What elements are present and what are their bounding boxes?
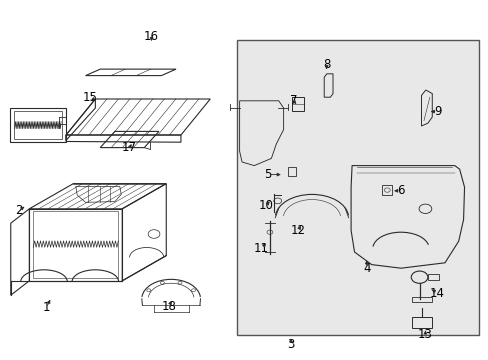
Text: 13: 13: [417, 328, 432, 341]
Text: 18: 18: [161, 300, 176, 312]
Text: 8: 8: [322, 58, 330, 71]
Text: 16: 16: [144, 30, 159, 42]
Text: 2: 2: [15, 204, 22, 217]
Text: 14: 14: [429, 287, 444, 300]
Bar: [14, 111, 62, 139]
Text: 15: 15: [83, 91, 98, 104]
Text: 7: 7: [289, 94, 297, 107]
Text: 1: 1: [42, 301, 50, 314]
Text: 3: 3: [286, 338, 294, 351]
Text: 9: 9: [433, 105, 441, 118]
Text: 6: 6: [396, 184, 404, 197]
Text: 4: 4: [362, 262, 370, 275]
Bar: [291, 97, 304, 111]
Text: 12: 12: [290, 224, 305, 237]
FancyBboxPatch shape: [237, 40, 478, 335]
Bar: [33, 211, 118, 278]
Bar: [287, 167, 296, 176]
Bar: [411, 297, 431, 302]
Bar: [427, 274, 438, 280]
Text: 10: 10: [259, 199, 273, 212]
Text: 17: 17: [122, 141, 137, 154]
Bar: [411, 317, 431, 328]
Text: 11: 11: [254, 242, 268, 255]
Text: 5: 5: [264, 168, 271, 181]
Bar: [10, 108, 66, 142]
